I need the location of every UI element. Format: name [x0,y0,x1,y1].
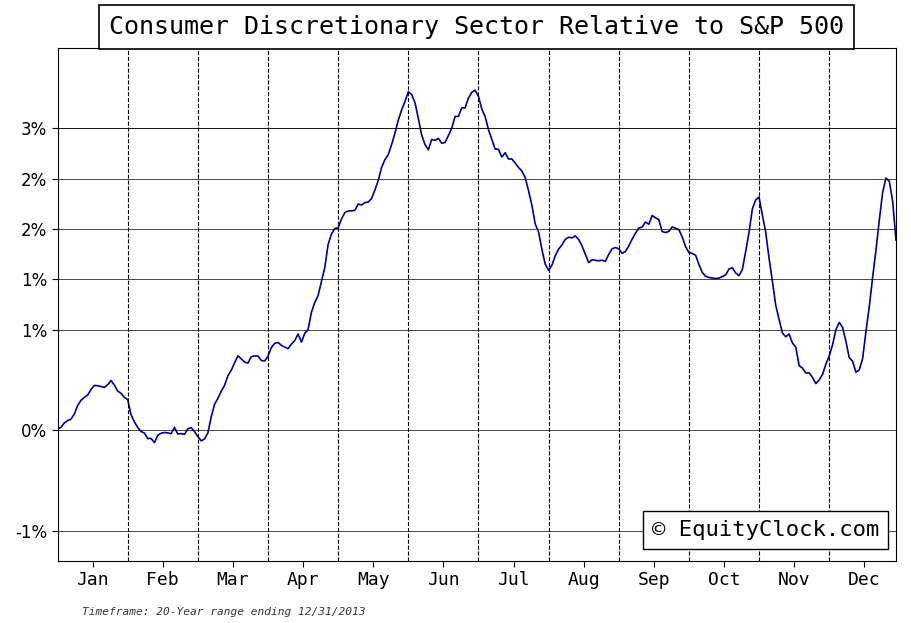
Text: Timeframe: 20-Year range ending 12/31/2013: Timeframe: 20-Year range ending 12/31/20… [82,607,365,617]
Text: © EquityClock.com: © EquityClock.com [652,520,879,540]
Title: Consumer Discretionary Sector Relative to S&P 500: Consumer Discretionary Sector Relative t… [109,15,844,39]
